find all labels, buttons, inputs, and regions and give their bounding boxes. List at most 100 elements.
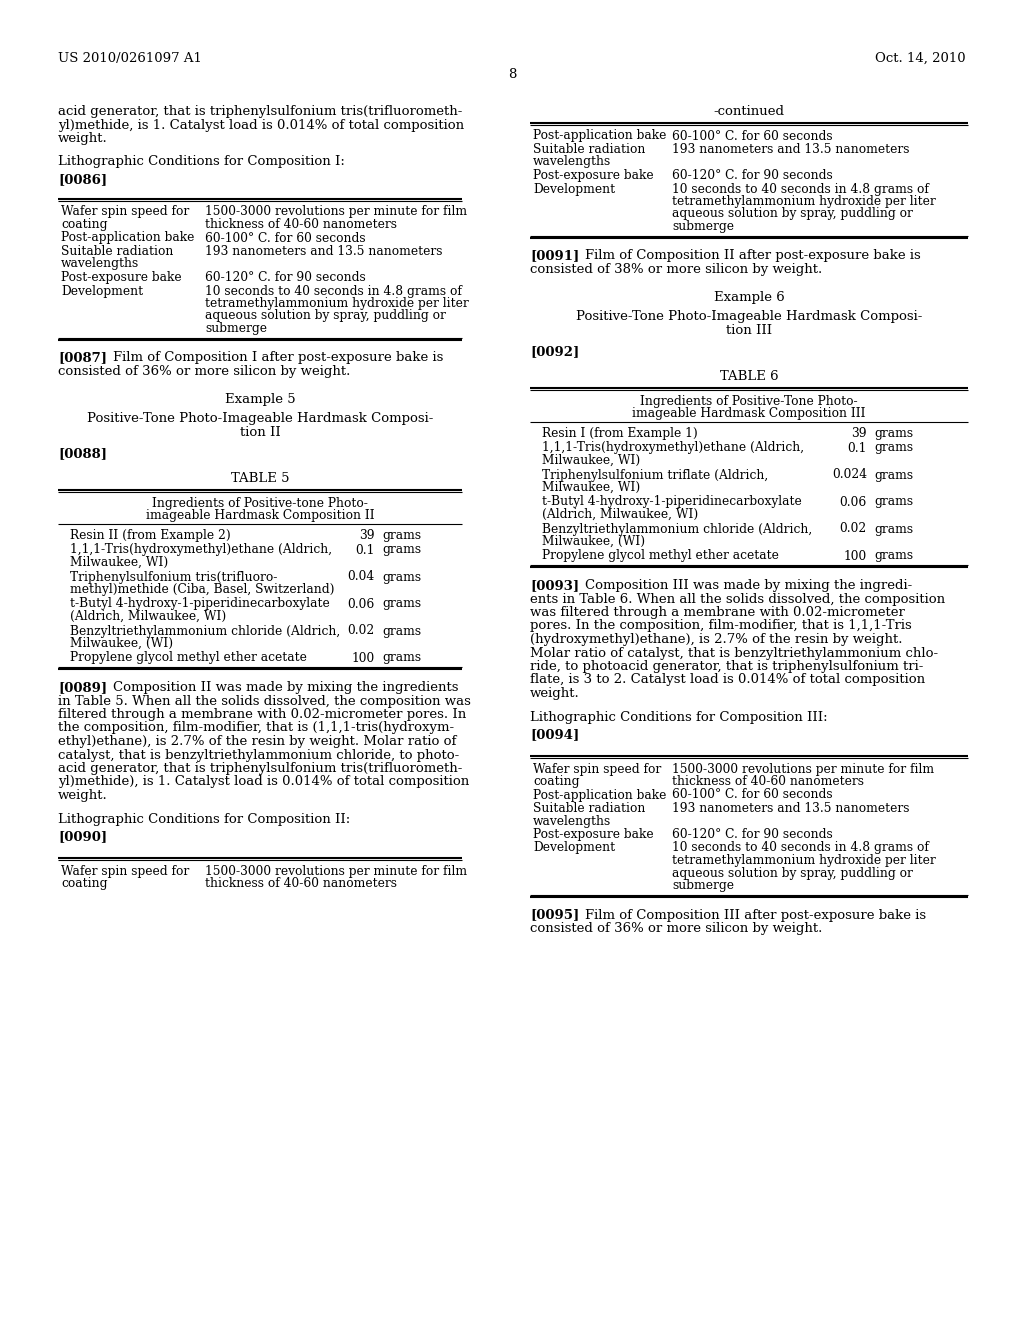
Text: Post-exposure bake: Post-exposure bake xyxy=(61,271,181,284)
Text: tion II: tion II xyxy=(240,425,281,438)
Text: weight.: weight. xyxy=(58,789,108,803)
Text: [0094]: [0094] xyxy=(530,729,580,741)
Text: Propylene glycol methyl ether acetate: Propylene glycol methyl ether acetate xyxy=(70,652,307,664)
Text: aqueous solution by spray, puddling or: aqueous solution by spray, puddling or xyxy=(205,309,445,322)
Text: 1,1,1-Tris(hydroxymethyl)ethane (Aldrich,: 1,1,1-Tris(hydroxymethyl)ethane (Aldrich… xyxy=(70,544,332,557)
Text: grams: grams xyxy=(874,441,913,454)
Text: Film of Composition III after post-exposure bake is: Film of Composition III after post-expos… xyxy=(568,908,926,921)
Text: 100: 100 xyxy=(844,549,867,562)
Text: Wafer spin speed for: Wafer spin speed for xyxy=(61,206,189,219)
Text: in Table 5. When all the solids dissolved, the composition was: in Table 5. When all the solids dissolve… xyxy=(58,694,471,708)
Text: 39: 39 xyxy=(359,529,375,543)
Text: submerge: submerge xyxy=(205,322,267,335)
Text: Resin I (from Example 1): Resin I (from Example 1) xyxy=(542,426,697,440)
Text: 10 seconds to 40 seconds in 4.8 grams of: 10 seconds to 40 seconds in 4.8 grams of xyxy=(672,182,929,195)
Text: Milwaukee, (WI): Milwaukee, (WI) xyxy=(542,535,645,548)
Text: Wafer spin speed for: Wafer spin speed for xyxy=(534,763,662,776)
Text: US 2010/0261097 A1: US 2010/0261097 A1 xyxy=(58,51,202,65)
Text: [0087]: [0087] xyxy=(58,351,106,364)
Text: consisted of 36% or more silicon by weight.: consisted of 36% or more silicon by weig… xyxy=(530,921,822,935)
Text: thickness of 40-60 nanometers: thickness of 40-60 nanometers xyxy=(205,218,397,231)
Text: 0.02: 0.02 xyxy=(840,523,867,536)
Text: Benzyltriethylammonium chloride (Aldrich,: Benzyltriethylammonium chloride (Aldrich… xyxy=(542,523,812,536)
Text: [0090]: [0090] xyxy=(58,830,108,843)
Text: 1500-3000 revolutions per minute for film: 1500-3000 revolutions per minute for fil… xyxy=(672,763,934,776)
Text: Ingredients of Positive-Tone Photo-: Ingredients of Positive-Tone Photo- xyxy=(640,395,858,408)
Text: Positive-Tone Photo-Imageable Hardmask Composi-: Positive-Tone Photo-Imageable Hardmask C… xyxy=(575,310,923,323)
Text: Film of Composition I after post-exposure bake is: Film of Composition I after post-exposur… xyxy=(96,351,443,364)
Text: 10 seconds to 40 seconds in 4.8 grams of: 10 seconds to 40 seconds in 4.8 grams of xyxy=(205,285,462,297)
Text: wavelengths: wavelengths xyxy=(61,257,139,271)
Text: Post-application bake: Post-application bake xyxy=(534,788,667,801)
Text: Composition III was made by mixing the ingredi-: Composition III was made by mixing the i… xyxy=(568,579,912,591)
Text: the composition, film-modifier, that is (1,1,1-tris(hydroxym-: the composition, film-modifier, that is … xyxy=(58,722,454,734)
Text: filtered through a membrane with 0.02-micrometer pores. In: filtered through a membrane with 0.02-mi… xyxy=(58,708,466,721)
Text: catalyst, that is benzyltriethylammonium chloride, to photo-: catalyst, that is benzyltriethylammonium… xyxy=(58,748,459,762)
Text: Suitable radiation: Suitable radiation xyxy=(534,143,645,156)
Text: imageable Hardmask Composition III: imageable Hardmask Composition III xyxy=(632,408,865,421)
Text: (Aldrich, Milwaukee, WI): (Aldrich, Milwaukee, WI) xyxy=(542,508,698,521)
Text: 39: 39 xyxy=(851,426,867,440)
Text: 0.06: 0.06 xyxy=(840,495,867,508)
Text: 1500-3000 revolutions per minute for film: 1500-3000 revolutions per minute for fil… xyxy=(205,206,467,219)
Text: Milwaukee, WI): Milwaukee, WI) xyxy=(542,480,640,494)
Text: coating: coating xyxy=(534,775,580,788)
Text: 0.1: 0.1 xyxy=(848,441,867,454)
Text: yl)methide), is 1. Catalyst load is 0.014% of total composition: yl)methide), is 1. Catalyst load is 0.01… xyxy=(58,776,469,788)
Text: wavelengths: wavelengths xyxy=(534,156,611,169)
Text: grams: grams xyxy=(874,426,913,440)
Text: t-Butyl 4-hydroxy-1-piperidinecarboxylate: t-Butyl 4-hydroxy-1-piperidinecarboxylat… xyxy=(70,598,330,610)
Text: [0088]: [0088] xyxy=(58,447,106,459)
Text: consisted of 38% or more silicon by weight.: consisted of 38% or more silicon by weig… xyxy=(530,263,822,276)
Text: Wafer spin speed for: Wafer spin speed for xyxy=(61,865,189,878)
Text: 193 nanometers and 13.5 nanometers: 193 nanometers and 13.5 nanometers xyxy=(672,143,909,156)
Text: thickness of 40-60 nanometers: thickness of 40-60 nanometers xyxy=(205,876,397,890)
Text: consisted of 36% or more silicon by weight.: consisted of 36% or more silicon by weig… xyxy=(58,366,350,378)
Text: Post-application bake: Post-application bake xyxy=(61,231,195,244)
Text: Development: Development xyxy=(534,182,615,195)
Text: 0.024: 0.024 xyxy=(831,469,867,482)
Text: 0.1: 0.1 xyxy=(355,544,375,557)
Text: 0.02: 0.02 xyxy=(348,624,375,638)
Text: Positive-Tone Photo-Imageable Hardmask Composi-: Positive-Tone Photo-Imageable Hardmask C… xyxy=(87,412,433,425)
Text: aqueous solution by spray, puddling or: aqueous solution by spray, puddling or xyxy=(672,207,912,220)
Text: Post-exposure bake: Post-exposure bake xyxy=(534,169,653,182)
Text: 8: 8 xyxy=(508,69,516,81)
Text: [0095]: [0095] xyxy=(530,908,580,921)
Text: ethyl)ethane), is 2.7% of the resin by weight. Molar ratio of: ethyl)ethane), is 2.7% of the resin by w… xyxy=(58,735,457,748)
Text: 60-120° C. for 90 seconds: 60-120° C. for 90 seconds xyxy=(205,271,366,284)
Text: -continued: -continued xyxy=(714,106,784,117)
Text: Triphenylsulfonium triflate (Aldrich,: Triphenylsulfonium triflate (Aldrich, xyxy=(542,469,768,482)
Text: Resin II (from Example 2): Resin II (from Example 2) xyxy=(70,529,230,543)
Text: tetramethylammonium hydroxide per liter: tetramethylammonium hydroxide per liter xyxy=(205,297,469,310)
Text: 60-120° C. for 90 seconds: 60-120° C. for 90 seconds xyxy=(672,828,833,841)
Text: [0093]: [0093] xyxy=(530,579,580,591)
Text: [0091]: [0091] xyxy=(530,249,580,263)
Text: tion III: tion III xyxy=(726,323,772,337)
Text: Suitable radiation: Suitable radiation xyxy=(61,246,173,257)
Text: 193 nanometers and 13.5 nanometers: 193 nanometers and 13.5 nanometers xyxy=(205,246,442,257)
Text: 0.06: 0.06 xyxy=(348,598,375,610)
Text: Triphenylsulfonium tris(trifluoro-: Triphenylsulfonium tris(trifluoro- xyxy=(70,570,278,583)
Text: ride, to photoacid generator, that is triphenylsulfonium tri-: ride, to photoacid generator, that is tr… xyxy=(530,660,924,673)
Text: 1,1,1-Tris(hydroxymethyl)ethane (Aldrich,: 1,1,1-Tris(hydroxymethyl)ethane (Aldrich… xyxy=(542,441,804,454)
Text: thickness of 40-60 nanometers: thickness of 40-60 nanometers xyxy=(672,775,864,788)
Text: 10 seconds to 40 seconds in 4.8 grams of: 10 seconds to 40 seconds in 4.8 grams of xyxy=(672,842,929,854)
Text: Oct. 14, 2010: Oct. 14, 2010 xyxy=(876,51,966,65)
Text: 0.04: 0.04 xyxy=(348,570,375,583)
Text: t-Butyl 4-hydroxy-1-piperidinecarboxylate: t-Butyl 4-hydroxy-1-piperidinecarboxylat… xyxy=(542,495,802,508)
Text: was filtered through a membrane with 0.02-micrometer: was filtered through a membrane with 0.0… xyxy=(530,606,905,619)
Text: grams: grams xyxy=(382,570,421,583)
Text: Ingredients of Positive-tone Photo-: Ingredients of Positive-tone Photo- xyxy=(152,498,368,510)
Text: 60-100° C. for 60 seconds: 60-100° C. for 60 seconds xyxy=(672,129,833,143)
Text: grams: grams xyxy=(874,549,913,562)
Text: Development: Development xyxy=(534,842,615,854)
Text: ents in Table 6. When all the solids dissolved, the composition: ents in Table 6. When all the solids dis… xyxy=(530,593,945,606)
Text: grams: grams xyxy=(382,624,421,638)
Text: grams: grams xyxy=(874,495,913,508)
Text: TABLE 6: TABLE 6 xyxy=(720,371,778,384)
Text: [0092]: [0092] xyxy=(530,345,580,358)
Text: grams: grams xyxy=(382,544,421,557)
Text: Lithographic Conditions for Composition II:: Lithographic Conditions for Composition … xyxy=(58,813,350,825)
Text: grams: grams xyxy=(382,529,421,543)
